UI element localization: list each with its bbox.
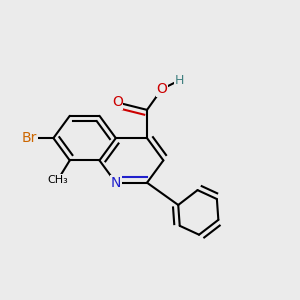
Text: CH₃: CH₃ [47, 175, 68, 185]
Text: O: O [112, 95, 123, 110]
Text: H: H [175, 74, 184, 87]
Text: N: N [111, 176, 121, 190]
Text: O: O [157, 82, 167, 96]
Text: Br: Br [22, 131, 37, 145]
